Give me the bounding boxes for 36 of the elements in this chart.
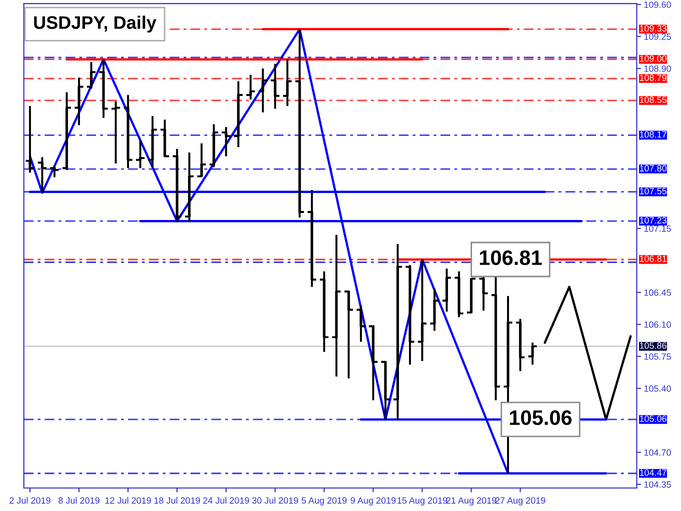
x-tick-label: 27 Aug 2019 — [495, 497, 546, 506]
y-tick-label: 104.70 — [644, 449, 671, 456]
annotation: 105.06 — [510, 410, 572, 426]
y-tick-label: 106.45 — [644, 289, 671, 296]
x-tick-label: 12 Jul 2019 — [105, 497, 151, 504]
text: USDJPY, Daily — [34, 16, 156, 33]
y-tick-label: 106.10 — [644, 321, 671, 328]
ref-line-label: 108.17 — [640, 131, 666, 138]
ref-line-label: 108.55 — [640, 96, 666, 103]
x-tick-label: 30 Jul 2019 — [252, 497, 298, 504]
x-tick-label: 24 Jul 2019 — [203, 497, 250, 504]
x-tick-label: 8 Jul 2019 — [58, 497, 100, 504]
x-tick-label: 2 Jul 2019 — [10, 497, 50, 504]
x-tick-label: 15 Aug 2019 — [398, 497, 448, 506]
y-tick-label: 108.90 — [644, 65, 671, 72]
ref-line-label: 107.80 — [640, 165, 666, 172]
x-tick-label: 21 Aug 2019 — [446, 497, 496, 506]
ref-line-label: 104.47 — [640, 469, 666, 476]
ref-line-label: 107.23 — [640, 217, 666, 224]
ref-line-label: 109.00 — [640, 55, 666, 62]
ref-line-label: 105.06 — [640, 415, 666, 422]
x-tick-label: 5 Aug 2019 — [302, 497, 347, 506]
x-tick-label: 9 Aug 2019 — [350, 497, 396, 506]
ref-line-label: 106.81 — [640, 256, 666, 262]
y-tick-label: 105.40 — [644, 385, 671, 392]
y-tick-label: 104.35 — [644, 481, 671, 488]
y-tick-label: 109.60 — [644, 1, 671, 8]
ref-line-label: 107.55 — [640, 188, 666, 194]
y-tick-label: 109.25 — [644, 33, 671, 40]
y-tick-label: 107.15 — [644, 225, 671, 232]
annotation: 106.81 — [480, 250, 542, 266]
y-tick-label: 105.75 — [644, 353, 671, 360]
ref-line-label: 109.33 — [640, 25, 666, 32]
x-tick-label: 18 Jul 2019 — [154, 497, 200, 504]
ref-line-label: 105.86 — [640, 342, 666, 349]
ref-line-label: 108.79 — [640, 74, 666, 81]
